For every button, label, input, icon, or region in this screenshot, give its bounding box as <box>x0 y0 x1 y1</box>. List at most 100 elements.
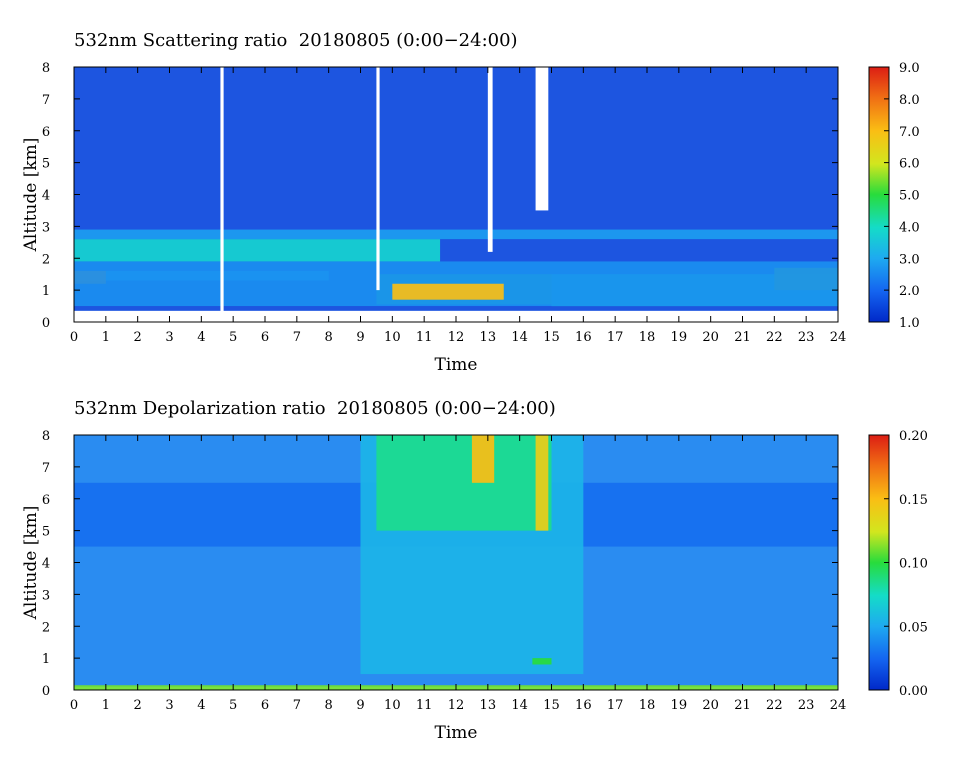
colorbar-tick-label: 0.15 <box>899 493 928 508</box>
x-tick-label: 3 <box>165 330 173 345</box>
y-tick-label: 0 <box>42 316 50 331</box>
y-tick-label: 3 <box>42 220 50 235</box>
x-tick-label: 16 <box>575 330 592 345</box>
x-tick-label: 12 <box>448 698 465 713</box>
colorbar-tick-label: 9.0 <box>899 61 920 76</box>
x-tick-label: 23 <box>798 330 815 345</box>
x-tick-label: 16 <box>575 698 592 713</box>
x-tick-label: 19 <box>671 698 688 713</box>
heatmap-cell <box>74 229 838 240</box>
x-tick-label: 17 <box>607 698 624 713</box>
colorbar-tick-label: 6.0 <box>899 157 920 172</box>
x-tick-label: 11 <box>416 330 433 345</box>
colorbar-tick-label: 3.0 <box>899 252 920 267</box>
x-tick-label: 22 <box>766 698 783 713</box>
x-tick-label: 23 <box>798 698 815 713</box>
colorbar-tick-label: 7.0 <box>899 125 920 140</box>
x-tick-label: 13 <box>480 698 497 713</box>
x-tick-label: 24 <box>830 698 847 713</box>
x-tick-label: 24 <box>830 330 847 345</box>
x-tick-label: 9 <box>356 698 364 713</box>
x-tick-label: 2 <box>134 330 142 345</box>
y-tick-label: 3 <box>42 588 50 603</box>
x-tick-label: 15 <box>543 330 560 345</box>
y-tick-label: 7 <box>42 93 50 108</box>
chart-title: 532nm Scattering ratio 20180805 (0:00−24… <box>74 30 518 51</box>
x-tick-label: 22 <box>766 330 783 345</box>
x-tick-label: 3 <box>165 698 173 713</box>
x-tick-label: 6 <box>261 330 269 345</box>
y-tick-label: 8 <box>42 61 50 76</box>
y-tick-label: 1 <box>42 652 50 667</box>
x-tick-label: 2 <box>134 698 142 713</box>
x-tick-label: 10 <box>384 698 401 713</box>
colorbar-tick-label: 0.20 <box>899 429 928 444</box>
x-tick-label: 18 <box>639 698 656 713</box>
y-tick-label: 0 <box>42 684 50 699</box>
colorbar-tick-label: 0.05 <box>899 620 928 635</box>
x-tick-label: 10 <box>384 330 401 345</box>
x-tick-label: 18 <box>639 330 656 345</box>
depolarization-ratio-chart: 0 1 2 3 4 5 6 7 8 9 10 11 12 13 14 15 16 17 18 19 20 21 22 23 24… <box>21 429 928 743</box>
y-tick-label: 2 <box>42 620 50 635</box>
y-tick-label: 2 <box>42 252 50 267</box>
heatmap-cell <box>532 658 552 665</box>
cloud-mask <box>220 67 224 313</box>
heatmap-cell <box>376 435 552 531</box>
scattering-ratio-chart: 0 1 2 3 4 5 6 7 8 9 10 11 12 13 14 15 16 17 18 19 20 21 22 23 24… <box>21 61 920 375</box>
y-tick-label: 6 <box>42 493 50 508</box>
chart-title: 532nm Depolarization ratio 20180805 (0:0… <box>74 398 556 419</box>
cloud-mask <box>376 67 380 291</box>
x-tick-label: 4 <box>197 330 205 345</box>
x-axis-label: Time <box>435 355 478 375</box>
heatmap-cell <box>392 283 504 300</box>
x-tick-label: 21 <box>734 330 751 345</box>
heatmap-area <box>74 435 838 690</box>
x-tick-label: 20 <box>702 330 719 345</box>
x-tick-label: 14 <box>511 330 528 345</box>
y-tick-label: 4 <box>42 557 50 572</box>
heatmap-cell <box>74 239 441 262</box>
colorbar-tick-label: 5.0 <box>899 189 920 204</box>
y-axis-label: Altitude [km] <box>21 506 41 621</box>
x-tick-label: 14 <box>511 698 528 713</box>
y-tick-label: 1 <box>42 284 50 299</box>
x-tick-label: 15 <box>543 698 560 713</box>
x-tick-label: 1 <box>102 698 110 713</box>
colorbar-tick-label: 2.0 <box>899 284 920 299</box>
x-tick-label: 6 <box>261 698 269 713</box>
heatmap-area <box>74 67 838 313</box>
y-tick-label: 5 <box>42 525 50 540</box>
colorbar-tick-label: 0.00 <box>899 684 928 699</box>
x-tick-label: 5 <box>229 330 237 345</box>
x-tick-label: 11 <box>416 698 433 713</box>
x-tick-label: 7 <box>293 698 301 713</box>
x-tick-label: 8 <box>325 698 333 713</box>
cloud-mask <box>487 67 493 252</box>
x-tick-label: 9 <box>356 330 364 345</box>
x-tick-label: 20 <box>702 698 719 713</box>
x-tick-label: 21 <box>734 698 751 713</box>
heatmap-cell <box>471 435 495 483</box>
scattering-ratio-panel: 532nm Scattering ratio 20180805 (0:00−24… <box>21 30 920 375</box>
colorbar-tick-label: 1.0 <box>899 316 920 331</box>
x-tick-label: 7 <box>293 330 301 345</box>
x-axis-label: Time <box>435 723 478 743</box>
x-tick-label: 13 <box>480 330 497 345</box>
y-tick-label: 4 <box>42 189 50 204</box>
x-tick-label: 17 <box>607 330 624 345</box>
colorbar-tick-label: 8.0 <box>899 93 920 108</box>
colorbar-tick-label: 0.10 <box>899 557 928 572</box>
x-tick-label: 1 <box>102 330 110 345</box>
x-tick-label: 0 <box>70 330 78 345</box>
x-tick-label: 0 <box>70 698 78 713</box>
heatmap-cell <box>535 435 549 531</box>
y-tick-label: 8 <box>42 429 50 444</box>
x-tick-label: 19 <box>671 330 688 345</box>
y-tick-label: 7 <box>42 461 50 476</box>
x-tick-label: 12 <box>448 330 465 345</box>
depolarization-ratio-panel: 532nm Depolarization ratio 20180805 (0:0… <box>0 368 960 753</box>
x-tick-label: 8 <box>325 330 333 345</box>
y-tick-label: 5 <box>42 157 50 172</box>
x-tick-label: 4 <box>197 698 205 713</box>
